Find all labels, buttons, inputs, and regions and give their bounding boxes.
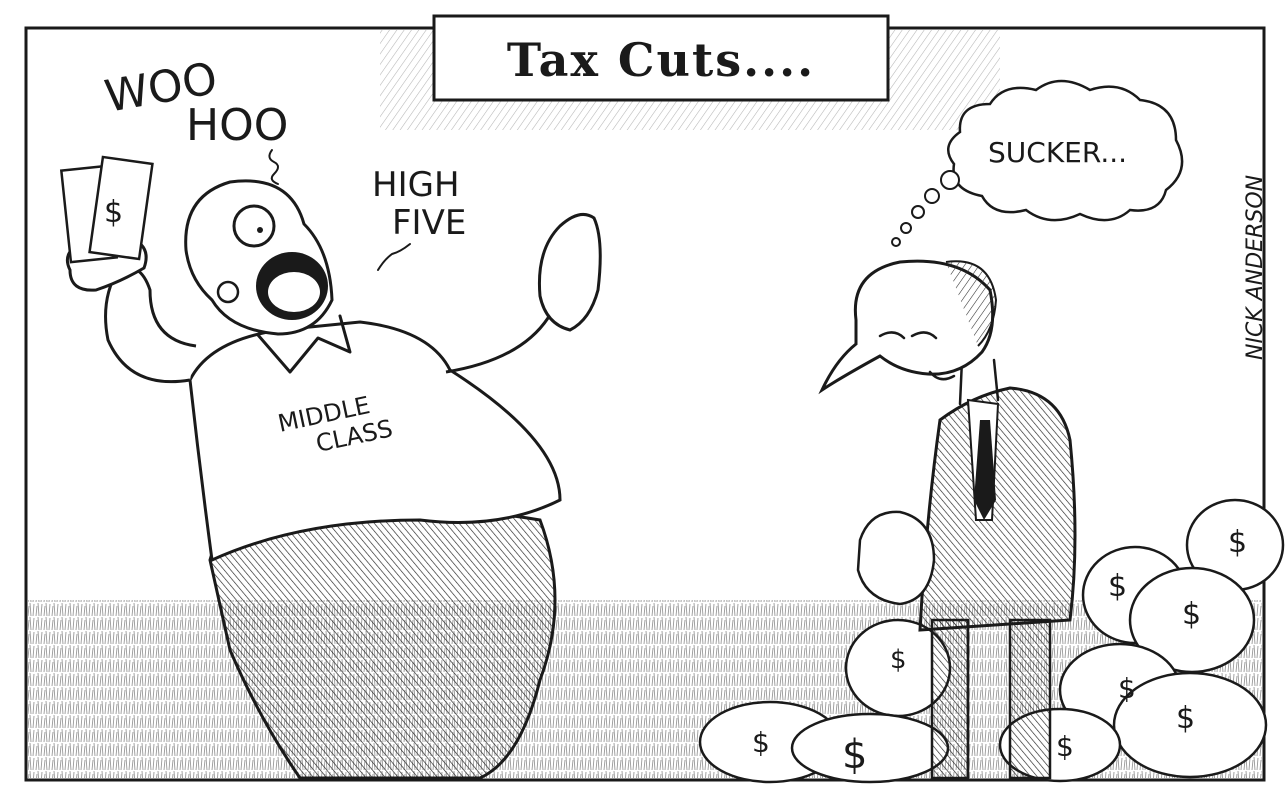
money-bags-pile: $ $ $ $ $ $ $ $ $ — [698, 498, 1285, 784]
bag-dollar-6: $ — [890, 645, 907, 675]
speech-high: HIGH — [372, 165, 460, 205]
high-five-speech: HIGH FIVE — [372, 165, 466, 271]
bill-dollar-sign: $ — [104, 195, 123, 230]
bag-dollar-8: $ — [842, 732, 867, 778]
bag-dollar-3: $ — [1182, 597, 1201, 632]
cash-bills: $ — [59, 155, 154, 264]
bag-dollar-7: $ — [752, 726, 770, 759]
sucker-thought-bubble: SUCKER... — [891, 79, 1184, 247]
middle-class-man: MIDDLE CLASS $ — [59, 155, 602, 780]
bag-dollar-9: $ — [1056, 730, 1074, 763]
man-eye — [232, 204, 276, 248]
bag-dollar-5: $ — [1176, 701, 1195, 736]
rich-man — [818, 259, 1077, 780]
man-shirt — [188, 320, 562, 563]
title-banner: Tax Cuts.... — [432, 14, 890, 102]
thought-sucker-text: SUCKER... — [988, 136, 1127, 169]
bag-dollar-2: $ — [1108, 569, 1127, 604]
artist-signature: NICK ANDERSON — [1243, 175, 1268, 360]
rich-man-head — [818, 259, 995, 395]
title-text: Tax Cuts.... — [507, 33, 815, 87]
speech-five: FIVE — [392, 203, 466, 243]
speech-hoo: HOO — [186, 100, 288, 151]
rich-man-hands — [856, 510, 936, 606]
bag-dollar-4: $ — [1118, 672, 1136, 705]
bag-dollar-1: $ — [1228, 525, 1247, 560]
man-right-hand — [537, 212, 602, 332]
